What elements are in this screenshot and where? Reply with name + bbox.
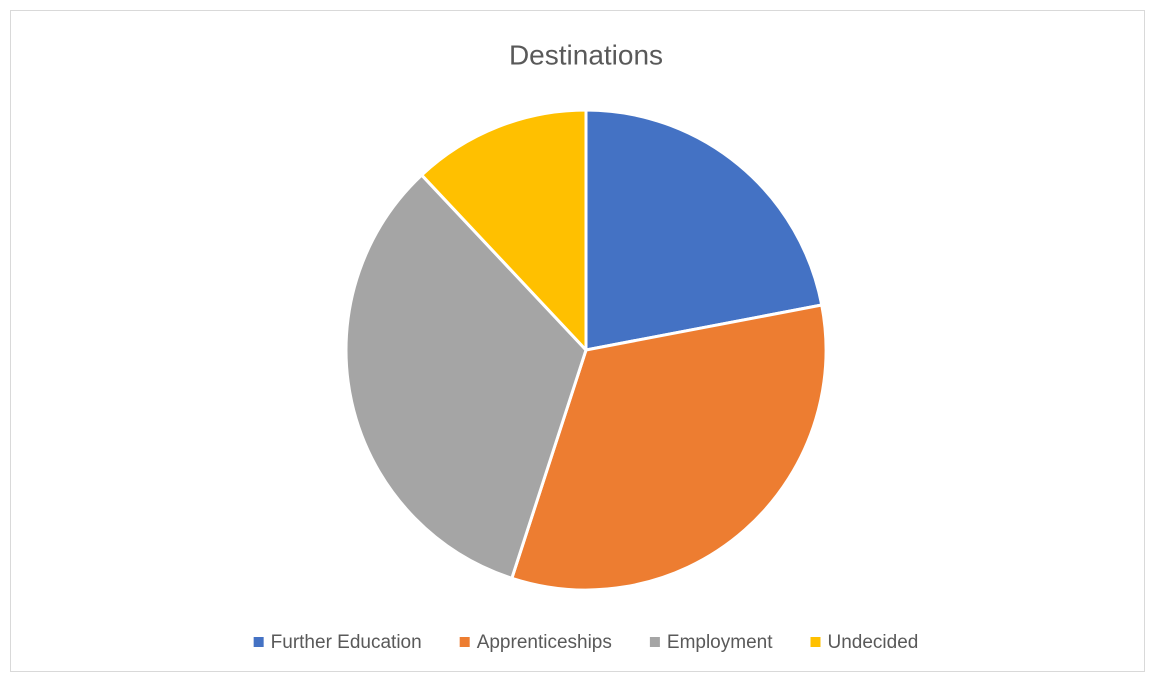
legend-swatch: [810, 637, 821, 647]
legend-swatch: [459, 637, 470, 647]
legend-swatch: [253, 637, 264, 647]
pie-slice: [344, 173, 588, 580]
legend-label: Employment: [667, 632, 773, 653]
legend-label: Further Education: [271, 632, 422, 653]
pie-slice: [510, 303, 828, 592]
legend-swatch: [649, 637, 660, 647]
legend-label: Undecided: [828, 632, 919, 653]
chart-title: Destinations: [509, 39, 663, 70]
pie-slice: [420, 108, 588, 352]
legend: Further Education Apprenticeships Employme…: [253, 632, 919, 653]
pie-slice: [584, 108, 824, 352]
legend-label: Apprenticeships: [477, 632, 612, 653]
